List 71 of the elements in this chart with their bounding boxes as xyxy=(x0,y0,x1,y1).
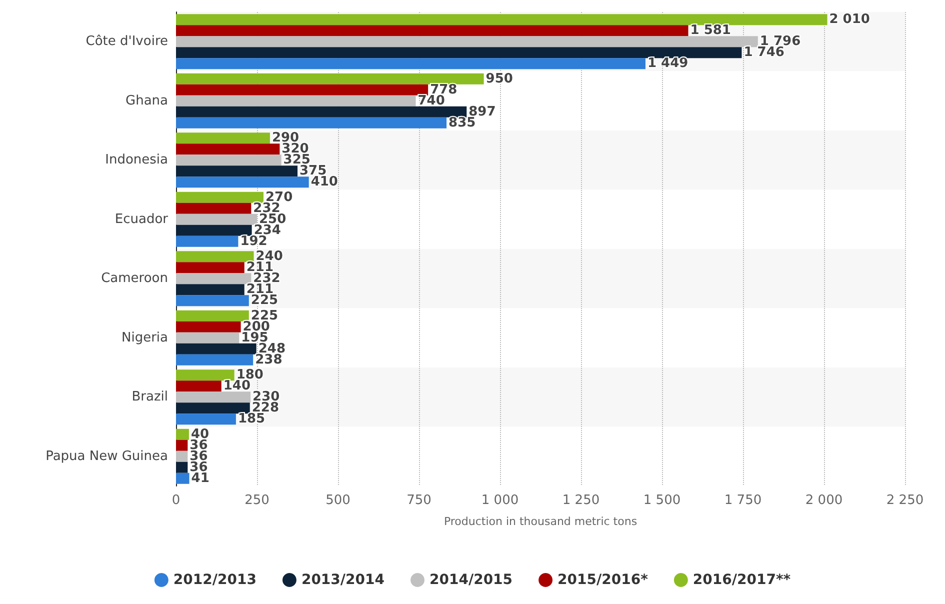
bar xyxy=(176,380,222,392)
data-label: 835 xyxy=(448,115,476,130)
bar xyxy=(176,117,447,128)
bar xyxy=(176,58,646,70)
legend-label: 2014/2015 xyxy=(429,572,513,588)
bar xyxy=(176,176,309,188)
legend-label: 2013/2014 xyxy=(301,572,385,588)
bar xyxy=(176,84,428,96)
y-tick-label: Cameroon xyxy=(101,271,168,286)
x-tick-label: 1 500 xyxy=(643,493,681,508)
bar xyxy=(176,224,252,236)
x-tick-label: 750 xyxy=(406,493,432,508)
bar xyxy=(176,73,484,84)
bar xyxy=(176,414,236,425)
bar xyxy=(176,132,270,144)
x-tick-label: 2 000 xyxy=(805,493,843,508)
bar xyxy=(176,284,244,296)
bar xyxy=(176,354,254,366)
bar xyxy=(176,251,254,262)
y-tick-label: Brazil xyxy=(132,390,168,405)
y-tick-label: Ghana xyxy=(126,93,168,108)
bar xyxy=(176,440,188,451)
data-label: 41 xyxy=(191,470,210,486)
legend-label: 2016/2017** xyxy=(692,572,792,588)
x-tick-label: 0 xyxy=(172,493,180,508)
bar xyxy=(176,450,188,462)
bar xyxy=(176,392,251,403)
x-tick-label: 2 250 xyxy=(886,493,924,508)
legend-label: 2015/2016* xyxy=(558,572,649,588)
bar xyxy=(176,332,240,344)
x-axis-title: Production in thousand metric tons xyxy=(444,515,638,528)
data-label: 2 010 xyxy=(829,12,870,28)
x-tick-label: 500 xyxy=(326,493,350,508)
bar xyxy=(176,154,282,166)
bar xyxy=(176,95,416,106)
x-tick-label: 1 250 xyxy=(562,493,600,508)
bar xyxy=(176,370,234,381)
bar xyxy=(176,144,280,155)
bar xyxy=(176,295,249,306)
bar xyxy=(176,343,256,354)
data-label: 238 xyxy=(255,352,282,368)
bar xyxy=(176,310,249,322)
data-label: 950 xyxy=(486,71,513,86)
y-tick-label: Papua New Guinea xyxy=(46,448,168,464)
bar xyxy=(176,462,188,473)
bar xyxy=(176,47,742,58)
y-tick-label: Indonesia xyxy=(105,152,168,168)
x-tick-label: 1 000 xyxy=(481,493,519,508)
x-tick-label: 250 xyxy=(244,493,270,508)
data-label: 1 449 xyxy=(647,56,688,72)
y-tick-label: Ecuador xyxy=(114,212,169,227)
bar xyxy=(176,236,238,247)
y-tick-label: Côte d'Ivoire xyxy=(86,34,168,50)
bar xyxy=(176,402,250,414)
data-label: 1 581 xyxy=(690,23,731,38)
data-label: 740 xyxy=(418,93,445,108)
x-tick-label: 1 750 xyxy=(724,493,762,508)
bar xyxy=(176,166,298,177)
bar xyxy=(176,14,828,26)
bar xyxy=(176,321,241,332)
y-tick-label: Nigeria xyxy=(121,330,168,346)
bar xyxy=(176,472,190,484)
bar xyxy=(176,106,467,118)
bar xyxy=(176,273,252,284)
legend-label: 2012/2013 xyxy=(173,572,256,588)
bar xyxy=(176,25,688,36)
bar xyxy=(176,428,189,440)
bar xyxy=(176,202,252,214)
bar xyxy=(176,262,244,274)
bar xyxy=(176,192,264,203)
data-label: 192 xyxy=(240,234,268,249)
